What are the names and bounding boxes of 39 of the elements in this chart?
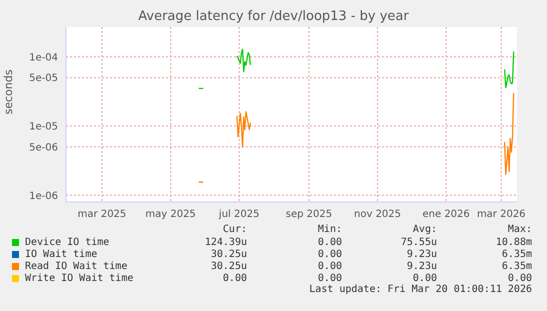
x-tick-label: mar 2026 — [476, 209, 526, 220]
text: Cur: — [222, 224, 247, 236]
text: 0.00 — [412, 272, 437, 284]
x-tick-label: sep 2025 — [286, 209, 332, 220]
legend-label: Device IO time — [24, 236, 110, 248]
text: Last update: Fri Mar 20 01:00:11 2026 — [308, 284, 532, 296]
text: 6.35m — [500, 248, 532, 260]
legend-label: IO Wait time — [24, 248, 98, 260]
text: 30.25u — [210, 260, 247, 272]
text: 0.00 — [506, 272, 532, 284]
y-tick-label: 5e-05 — [29, 73, 58, 84]
x-tick-label: jul 2025 — [218, 209, 260, 220]
text: 0.00 — [316, 248, 342, 260]
text: Max: — [506, 224, 532, 236]
x-tick-label: may 2025 — [145, 209, 196, 220]
text: 75.55u — [400, 236, 437, 248]
text: 124.39u — [204, 236, 247, 248]
text: Avg: — [412, 224, 437, 236]
text: 10.88m — [494, 236, 532, 248]
text: Min: — [316, 224, 342, 236]
text: 6.35m — [500, 260, 532, 272]
legend-label: Write IO Wait time — [24, 272, 134, 284]
legend-label: Read IO Wait time — [24, 260, 128, 272]
x-tick-label: nov 2025 — [354, 209, 402, 220]
y-tick-label: 1e-04 — [29, 52, 58, 64]
y-tick-label: 5e-06 — [29, 142, 58, 154]
x-tick-label: ene 2026 — [422, 209, 470, 220]
y-tick-label: 1e-05 — [29, 122, 58, 133]
text: 0.00 — [316, 260, 342, 272]
text: 9.23u — [406, 260, 437, 272]
y-tick-label: 1e-06 — [29, 190, 58, 202]
text: 30.25u — [210, 248, 247, 260]
text: 0.00 — [316, 236, 342, 248]
x-tick-label: mar 2025 — [78, 209, 126, 220]
text: 9.23u — [406, 248, 437, 260]
chart-title: Average latency for /dev/loop13 - by year — [137, 9, 410, 24]
text: 0.00 — [316, 272, 342, 284]
text: 0.00 — [222, 272, 247, 284]
y-axis-title: seconds — [2, 69, 15, 114]
